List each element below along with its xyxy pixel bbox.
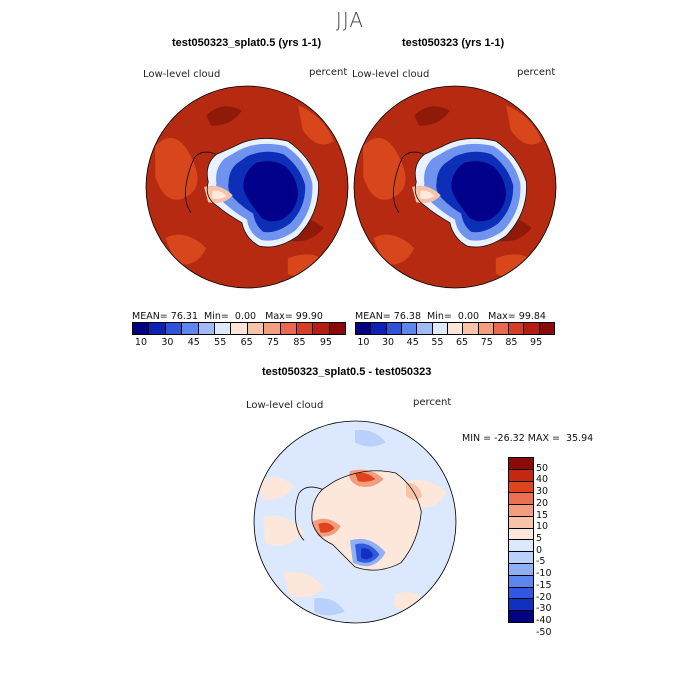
colorbar-tick-label: 85 xyxy=(505,337,518,348)
colorbar-swatch xyxy=(313,323,330,334)
colorbar-swatch xyxy=(386,323,402,334)
colorbar-tick-label: -5 xyxy=(536,556,546,568)
panel2-title: test050323 (yrs 1-1) xyxy=(402,37,505,49)
colorbar-tick-label: 95 xyxy=(530,337,543,348)
panel1-stats: MEAN= 76.31 Min= 0.00 Max= 99.90 xyxy=(132,311,323,322)
colorbar-tick-label: 45 xyxy=(406,337,419,348)
colorbar-tick-label: 15 xyxy=(536,509,549,521)
colorbar-tick-label: 10 xyxy=(134,337,148,348)
panel1-title: test050323_splat0.5 (yrs 1-1) xyxy=(172,37,322,49)
colorbar-swatch xyxy=(264,323,281,334)
colorbar-swatch xyxy=(432,323,448,334)
colorbar-swatch xyxy=(509,493,533,506)
colorbar-tick-label: -15 xyxy=(536,579,552,591)
colorbar-swatch xyxy=(296,323,314,334)
colorbar-swatch xyxy=(231,323,248,334)
colorbar-tick-label: 30 xyxy=(382,337,395,348)
colorbar-swatch xyxy=(329,323,346,334)
colorbar-tick-label: -30 xyxy=(536,603,552,615)
colorbar-tick-label: 30 xyxy=(161,337,174,348)
colorbar-swatch xyxy=(509,564,533,576)
colorbar-swatch xyxy=(478,323,494,334)
colorbar-swatch xyxy=(509,587,533,600)
colorbar-swatch xyxy=(371,323,387,334)
colorbar-tick-label: -20 xyxy=(536,591,552,603)
diff-stats: MIN = -26.32 MAX = 35.94 xyxy=(462,433,594,444)
panel1-units: percent xyxy=(309,67,348,78)
colorbar-swatch xyxy=(247,323,265,334)
colorbar-swatch xyxy=(356,323,372,334)
colorbar-swatch xyxy=(509,552,533,565)
colorbar-swatch xyxy=(182,323,199,334)
panel2-colorbar xyxy=(355,322,555,335)
colorbar-tick-label: 40 xyxy=(536,474,549,486)
diff-colorbar xyxy=(508,457,534,623)
panel1-colorbar-ticks: 10 30 45 55 65 75 85 95 xyxy=(132,337,344,349)
colorbar-tick-label: 50 xyxy=(536,462,549,474)
colorbar-tick-label: -40 xyxy=(536,615,552,626)
colorbar-swatch xyxy=(214,323,232,334)
colorbar-swatch xyxy=(509,599,533,612)
colorbar-swatch xyxy=(524,323,540,334)
colorbar-tick-label: 75 xyxy=(480,337,493,348)
panel2-colorbar-ticks: 10 30 45 55 65 75 85 95 xyxy=(355,337,553,349)
diff-colorbar-ticks: 50 40 30 20 15 10 5 0 -5 -10 -15 -20 -30 -40 -50 xyxy=(536,457,576,638)
colorbar-tick-label: -10 xyxy=(536,568,552,580)
panel1-polar-map xyxy=(145,85,349,289)
panel1-variable: Low-level cloud xyxy=(143,69,221,80)
panel2-polar-map xyxy=(353,85,557,289)
colorbar-swatch xyxy=(509,458,533,470)
diff-title: test050323_splat0.5 - test050323 xyxy=(262,366,432,378)
colorbar-swatch xyxy=(133,323,150,334)
colorbar-swatch xyxy=(280,323,297,334)
colorbar-tick-label: 75 xyxy=(267,337,280,348)
diff-units: percent xyxy=(413,397,452,408)
colorbar-swatch xyxy=(463,323,479,334)
colorbar-swatch xyxy=(447,323,464,334)
colorbar-swatch xyxy=(509,323,525,334)
colorbar-swatch xyxy=(509,469,533,482)
diff-polar-map xyxy=(253,420,457,624)
colorbar-swatch xyxy=(165,323,183,334)
colorbar-swatch xyxy=(509,540,533,553)
colorbar-swatch xyxy=(417,323,433,334)
colorbar-tick-label: 0 xyxy=(536,544,543,556)
colorbar-swatch xyxy=(509,516,533,529)
panel1-colorbar xyxy=(132,322,346,335)
colorbar-tick-label: 85 xyxy=(293,337,306,348)
panel2-variable: Low-level cloud xyxy=(352,69,430,80)
colorbar-tick-label: 30 xyxy=(536,486,549,498)
colorbar-swatch xyxy=(509,505,533,517)
colorbar-swatch xyxy=(493,323,510,334)
colorbar-tick-label: 65 xyxy=(456,337,469,348)
panel2-stats: MEAN= 76.38 Min= 0.00 Max= 99.84 xyxy=(355,311,546,322)
colorbar-tick-label: 55 xyxy=(431,337,444,348)
colorbar-tick-label: 20 xyxy=(536,497,549,509)
panel2-units: percent xyxy=(517,67,556,78)
colorbar-tick-label: -50 xyxy=(536,626,552,638)
colorbar-swatch xyxy=(509,575,533,588)
colorbar-swatch xyxy=(149,323,166,334)
colorbar-tick-label: 10 xyxy=(536,521,549,533)
colorbar-swatch xyxy=(539,323,555,334)
colorbar-swatch xyxy=(509,481,533,494)
colorbar-tick-label: 5 xyxy=(536,533,543,544)
diff-variable: Low-level cloud xyxy=(246,400,324,411)
season-title: JJA xyxy=(335,8,365,32)
colorbar-tick-label: 45 xyxy=(187,337,200,348)
colorbar-swatch xyxy=(198,323,215,334)
colorbar-tick-label: 10 xyxy=(357,337,370,348)
colorbar-tick-label: 55 xyxy=(214,337,227,348)
colorbar-swatch xyxy=(509,528,533,541)
colorbar-swatch xyxy=(401,323,418,334)
colorbar-tick-label: 65 xyxy=(240,337,253,348)
colorbar-tick-label: 95 xyxy=(319,337,332,348)
colorbar-swatch xyxy=(509,611,533,622)
